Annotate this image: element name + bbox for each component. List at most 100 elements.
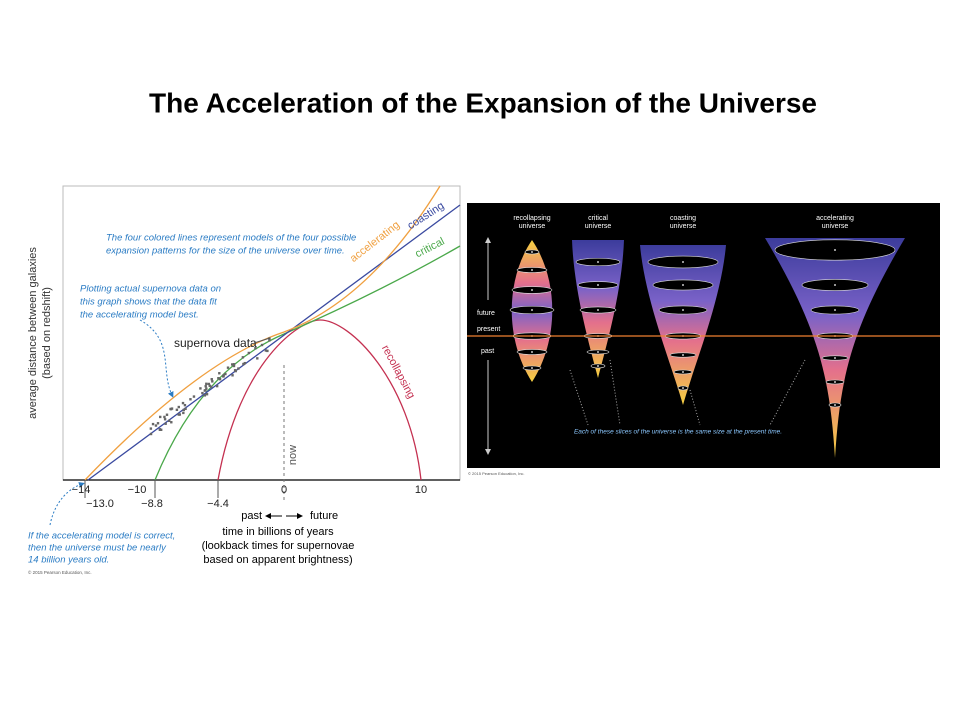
supernova-points [149, 337, 271, 436]
time-label: past [481, 348, 494, 355]
supernova-point [205, 393, 209, 396]
supernova-point [158, 428, 162, 432]
supernova-point [205, 382, 208, 386]
galaxy-dot [834, 404, 836, 406]
supernova-point [247, 351, 251, 355]
supernova-point [203, 389, 206, 392]
galaxy-dot [531, 309, 533, 311]
supernova-point [156, 422, 160, 425]
supernova-point [201, 391, 204, 395]
time-label: present [477, 326, 500, 333]
galaxy-dot [597, 284, 599, 286]
note-data: Plotting actual supernova data on [80, 284, 221, 295]
cone-label: coasting [670, 215, 696, 222]
galaxy-dot [597, 261, 599, 263]
curve-label: coasting [405, 200, 446, 232]
supernova-point [181, 401, 185, 405]
cone-labels: recollapsinguniversecriticaluniversecoas… [513, 215, 854, 230]
supernova-point [226, 366, 230, 369]
supernova-point [170, 421, 173, 424]
y-axis-label: (based on redshift) [41, 287, 53, 379]
direction-label: past [241, 510, 262, 522]
supernova-point [167, 419, 171, 423]
supernova-point [189, 398, 192, 401]
supernova-point [234, 369, 237, 373]
supernova-point [224, 372, 227, 376]
supernova-point [165, 413, 169, 416]
galaxy-dot [531, 351, 533, 353]
cone-label: universe [670, 223, 697, 230]
supernova-point [204, 385, 207, 388]
supernova-point [254, 347, 257, 350]
supernova-point [182, 411, 185, 415]
supernova-point [260, 343, 264, 347]
galaxy-dot [682, 371, 684, 373]
supernova-point [243, 361, 247, 365]
x-axis-label: based on apparent brightness) [203, 554, 352, 566]
galaxy-dot [834, 284, 836, 286]
critical-curve [154, 245, 461, 481]
galaxy-dot [682, 284, 684, 286]
supernova-point [215, 384, 219, 388]
supernova-point [192, 395, 196, 398]
supernova-point [210, 378, 213, 381]
copyright: © 2015 Pearson Education, Inc. [28, 569, 92, 575]
accelerating-curve [84, 185, 441, 481]
note-data: this graph shows that the data fit [80, 297, 217, 308]
supernova-point [164, 422, 167, 425]
supernova-point [231, 374, 234, 377]
note-age: 14 billion years old. [28, 555, 109, 566]
galaxy-dot [597, 309, 599, 311]
time-label: future [477, 310, 495, 317]
supernova-point [177, 413, 180, 416]
galaxy-dot [531, 269, 533, 271]
recollapsing-curve [217, 319, 422, 481]
supernova-point [207, 382, 211, 386]
supernova-point [242, 362, 245, 366]
x-tick-label: 10 [415, 484, 427, 496]
supernova-point [205, 387, 208, 390]
galaxy-dot [834, 249, 836, 251]
x-tick-label: −14 [72, 484, 91, 496]
cone-label: universe [519, 223, 546, 230]
y-axis-label: average distance between galaxies [27, 247, 39, 419]
supernova-point [182, 408, 185, 412]
galaxy-dot [531, 251, 533, 253]
supernova-point [256, 357, 259, 360]
galaxy-dot [834, 381, 836, 383]
direction-label: future [310, 510, 338, 522]
pointer [139, 319, 174, 398]
supernova-point [151, 422, 155, 426]
leader [253, 337, 271, 344]
supernova-point [184, 407, 187, 411]
copyright: © 2015 Pearson Education, Inc. [468, 471, 525, 476]
supernova-point [208, 384, 211, 387]
lookback-tick-label: −13.0 [86, 498, 114, 510]
galaxy-dot [682, 354, 684, 356]
supernova-point [232, 363, 236, 366]
galaxy-dot [531, 367, 533, 369]
supernova-point [154, 424, 158, 427]
cone-label: critical [588, 215, 608, 222]
x-axis-label: time in billions of years [222, 526, 334, 538]
slices [509, 239, 896, 408]
cone-label: universe [822, 223, 849, 230]
supernova-point [183, 403, 187, 407]
supernova-label: supernova data [174, 336, 257, 350]
supernova-point [232, 364, 236, 368]
note-data: the accelerating model best. [80, 310, 199, 321]
galaxy-dot [682, 387, 684, 389]
galaxy-dot [834, 357, 836, 359]
caption: Each of these slices of the universe is … [574, 429, 782, 436]
expansion-graph: The four colored lines represent models … [27, 185, 461, 575]
supernova-point [264, 349, 268, 352]
supernova-point [199, 387, 202, 390]
supernova-point [163, 415, 166, 419]
lookback-tick-label: −8.8 [141, 498, 163, 510]
galaxy-dot [682, 261, 684, 263]
note-models: The four colored lines represent models … [106, 233, 356, 244]
supernova-point [169, 407, 172, 411]
x-axis-label: (lookback times for supernovae [202, 540, 355, 552]
note-age: If the accelerating model is correct, [28, 531, 175, 542]
supernova-point [217, 377, 220, 380]
